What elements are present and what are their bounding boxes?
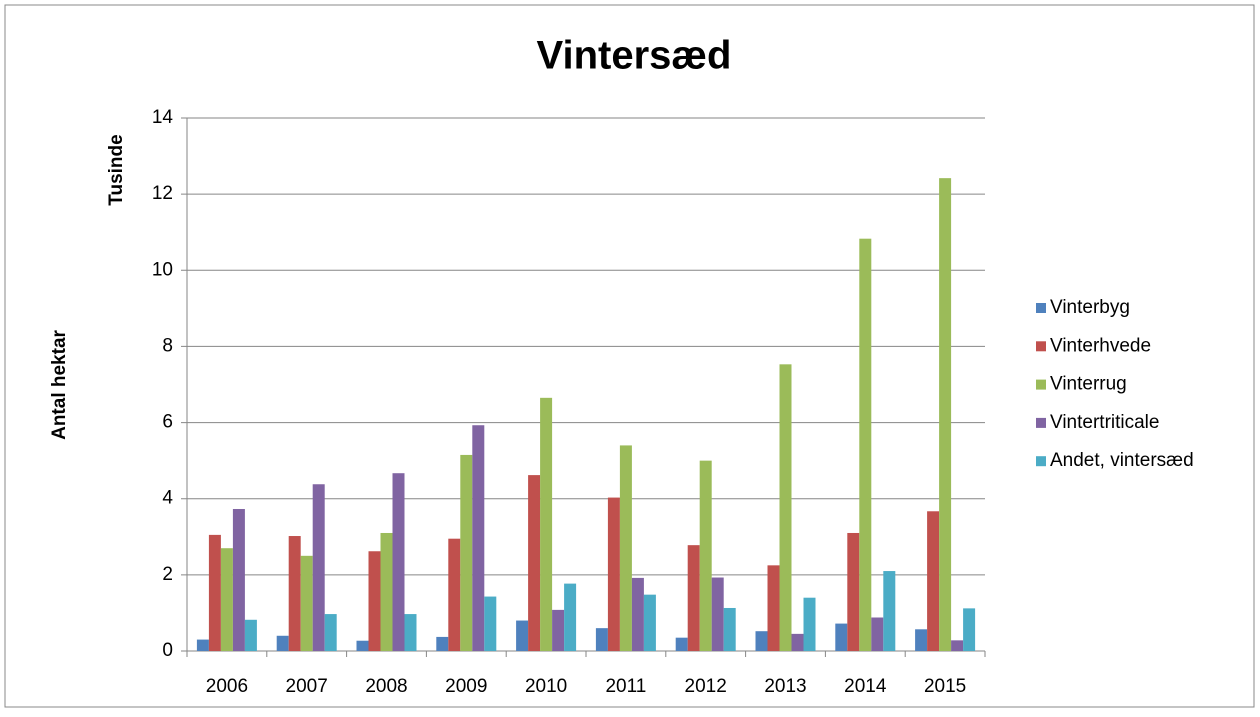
bar <box>220 548 233 651</box>
bar <box>939 178 952 651</box>
bar <box>803 597 816 651</box>
bar <box>675 637 688 651</box>
bar <box>324 614 337 651</box>
bar <box>392 473 405 651</box>
bar <box>232 508 245 651</box>
x-tick-label: 2006 <box>206 676 248 697</box>
bar <box>552 609 565 651</box>
bar <box>380 532 393 651</box>
bar <box>516 620 529 651</box>
bar <box>847 532 860 651</box>
bar <box>356 640 369 651</box>
bar <box>472 425 485 651</box>
bar <box>540 397 553 651</box>
bar <box>276 635 289 651</box>
y-tick-label: 2 <box>162 564 173 585</box>
bar <box>631 577 644 651</box>
bar <box>244 619 257 651</box>
y-tick-label: 10 <box>152 259 173 280</box>
bar <box>404 614 417 651</box>
bar <box>368 551 381 651</box>
bar <box>643 594 656 651</box>
legend-label: Andet, vintersæd <box>1050 450 1194 471</box>
bar <box>963 608 976 651</box>
bar <box>711 577 724 651</box>
legend-label: Vintertriticale <box>1050 412 1159 433</box>
y-tick-label: 8 <box>162 335 173 356</box>
y-tick-label: 12 <box>152 183 173 204</box>
legend-label: Vinterbyg <box>1050 297 1130 318</box>
bar <box>288 536 301 651</box>
legend-swatch <box>1036 341 1046 352</box>
bar <box>699 460 712 651</box>
bar <box>196 639 209 651</box>
bar <box>859 238 872 651</box>
y-axis-label: Antal hektar <box>49 329 70 439</box>
bar <box>312 484 325 651</box>
legend-label: Vinterhvede <box>1050 335 1151 356</box>
y-tick-label: 14 <box>152 107 174 128</box>
bar <box>484 596 497 651</box>
x-tick-label: 2007 <box>286 676 328 697</box>
bar <box>915 629 928 651</box>
x-tick-label: 2014 <box>844 676 887 697</box>
chart-title: Vintersæd <box>537 34 732 78</box>
legend-swatch <box>1036 417 1046 428</box>
bar <box>564 583 577 651</box>
y-unit-label: Tusinde <box>106 134 127 205</box>
bar <box>883 571 896 651</box>
legend-label: Vinterrug <box>1050 374 1127 395</box>
y-tick-label: 0 <box>162 640 173 661</box>
bar <box>871 617 884 651</box>
bar <box>436 636 449 651</box>
x-tick-label: 2013 <box>764 676 806 697</box>
y-tick-label: 6 <box>162 412 173 433</box>
x-tick-label: 2010 <box>525 676 567 697</box>
bar <box>767 565 780 651</box>
legend-swatch <box>1036 303 1046 313</box>
bar <box>687 545 700 651</box>
bar <box>951 640 964 651</box>
bar <box>208 534 221 651</box>
bar <box>460 454 473 651</box>
bar <box>300 555 313 651</box>
bar <box>791 633 804 651</box>
x-tick-label: 2009 <box>445 676 487 697</box>
bar <box>448 538 461 651</box>
x-tick-label: 2011 <box>605 676 646 697</box>
bar <box>755 631 768 651</box>
bar <box>528 475 541 651</box>
y-tick-label: 4 <box>162 488 173 509</box>
legend-swatch <box>1036 456 1046 467</box>
bar <box>927 511 940 651</box>
legend-swatch <box>1036 379 1046 390</box>
x-tick-label: 2008 <box>365 676 407 697</box>
bar <box>595 628 608 651</box>
x-tick-label: 2012 <box>685 676 727 697</box>
bar <box>835 623 848 651</box>
bar <box>607 497 620 651</box>
bar <box>619 445 632 651</box>
bar <box>779 364 792 651</box>
x-tick-label: 2015 <box>924 676 966 697</box>
bar <box>723 607 736 651</box>
